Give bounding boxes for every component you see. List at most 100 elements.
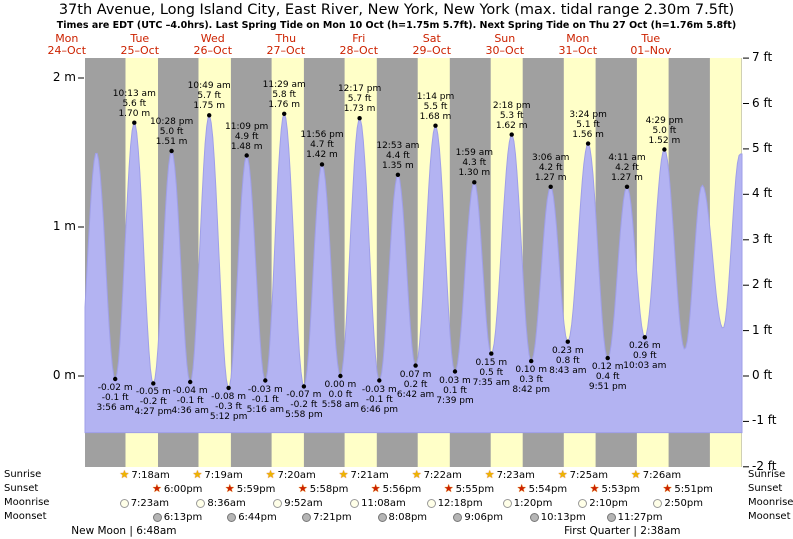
tide-extreme-dot xyxy=(338,373,343,379)
tide-extreme-dot xyxy=(624,184,630,189)
sunrise-star-icon: ★ xyxy=(411,468,422,481)
tide-extreme-dot xyxy=(605,355,610,361)
tide-extreme-dot xyxy=(244,153,249,158)
sunrise-entry: ★ 7:25am xyxy=(558,468,608,482)
moonrise-circle-icon xyxy=(426,498,436,508)
moonrise-entry: 1:20pm xyxy=(502,496,553,510)
feet-axis-label: -2 ft xyxy=(752,458,777,473)
moonset-entry: 7:21pm xyxy=(302,510,352,524)
sunrise-time: 7:23am xyxy=(496,469,535,481)
moonrise-time: 7:23am xyxy=(130,497,170,509)
moonrise-time: 1:20pm xyxy=(513,497,553,509)
sunrise-star-icon: ★ xyxy=(265,468,276,481)
feet-axis-label: 5 ft xyxy=(752,140,773,155)
moonset-entry: 6:44pm xyxy=(227,510,277,524)
tide-extreme-dot xyxy=(413,363,418,368)
row-label-sunset-right: Sunset xyxy=(748,483,783,494)
day-label-date: 29–Oct xyxy=(412,43,452,57)
moonrise-circle-icon xyxy=(502,498,512,508)
sunset-star-icon: ★ xyxy=(297,482,308,495)
tide-extreme-dot xyxy=(151,381,156,386)
sunset-time: 5:53pm xyxy=(601,483,641,495)
feet-axis-label: 2 ft xyxy=(752,277,773,292)
day-label-name: Sun xyxy=(494,32,516,45)
tide-extreme-dot xyxy=(548,184,553,189)
moon-phase-note: New Moon | 6:48am xyxy=(71,525,177,537)
sunset-star-icon: ★ xyxy=(662,482,673,495)
day-label-date: 28–Oct xyxy=(339,43,379,57)
tide-extreme-dot xyxy=(529,358,534,364)
tide-extreme-dot xyxy=(472,180,477,185)
row-label-moonrise-left: Moonrise xyxy=(4,497,50,508)
moonset-circle-icon xyxy=(302,512,312,522)
tide-extreme-dot xyxy=(662,147,667,152)
tide-extreme-dot xyxy=(113,376,118,382)
sunset-entry: ★ 5:56pm xyxy=(371,482,421,496)
sunrise-star-icon: ★ xyxy=(338,468,349,481)
moonrise-circle-icon xyxy=(578,498,588,508)
moonset-time: 6:44pm xyxy=(238,511,277,523)
sunrise-entry: ★ 7:23am xyxy=(485,468,535,482)
row-label-sunrise-left: Sunrise xyxy=(4,469,42,480)
day-label: Mon 31–Oct xyxy=(542,33,614,56)
sunset-entry: ★ 5:54pm xyxy=(517,482,567,496)
sunset-star-icon: ★ xyxy=(589,482,600,495)
row-label-sunset-left: Sunset xyxy=(4,483,39,494)
day-label: Sun 30–Oct xyxy=(469,33,541,56)
sunset-entry: ★ 5:59pm xyxy=(225,482,275,496)
tide-extreme-dot xyxy=(377,378,382,383)
moonset-circle-icon xyxy=(152,512,162,522)
tide-extreme-dot xyxy=(319,162,325,167)
moonrise-time: 11:08am xyxy=(361,497,406,509)
sunset-star-icon: ★ xyxy=(516,482,527,495)
moonrise-circle-icon xyxy=(273,498,283,508)
moonrise-time: 12:18pm xyxy=(437,497,483,509)
moonrise-entry: 12:18pm xyxy=(426,496,483,510)
moonrise-entry: 9:52am xyxy=(273,496,323,510)
tide-extreme-dot xyxy=(169,148,174,154)
tide-extreme-dot xyxy=(263,378,268,383)
day-label: Wed 26–Oct xyxy=(177,33,249,56)
tide-extreme-dot xyxy=(585,141,591,146)
sunset-time: 5:59pm xyxy=(236,483,276,495)
tide-extreme-dot xyxy=(509,132,514,137)
tide-extreme-dot xyxy=(301,384,307,389)
tide-extreme-dot xyxy=(433,123,438,128)
sunset-time: 5:56pm xyxy=(382,483,422,495)
feet-axis-label: 7 ft xyxy=(752,50,773,65)
day-label: Tue 25–Oct xyxy=(104,33,176,56)
day-label-name: Tue xyxy=(641,32,661,45)
feet-axis-label: -1 ft xyxy=(752,413,777,428)
feet-axis-label: 3 ft xyxy=(752,231,773,246)
sunrise-star-icon: ★ xyxy=(119,468,130,481)
moonrise-circle-icon xyxy=(119,498,129,508)
moon-phase-note: First Quarter | 2:38am xyxy=(564,525,681,537)
moonrise-entry: 8:36am xyxy=(196,496,246,510)
sunrise-time: 7:19am xyxy=(204,469,243,481)
tide-extreme-dot xyxy=(207,113,212,118)
sunrise-entry: ★ 7:26am xyxy=(631,468,681,482)
tide-extreme-dot xyxy=(565,339,570,344)
day-label-date: 01–Nov xyxy=(630,43,672,57)
moonset-entry: 11:27pm xyxy=(606,510,663,524)
feet-axis-label: 4 ft xyxy=(752,186,773,201)
day-label: Sat 29–Oct xyxy=(396,33,468,56)
row-label-moonset-left: Moonset xyxy=(4,511,47,522)
moonset-time: 11:27pm xyxy=(617,511,663,523)
moonset-time: 9:06pm xyxy=(464,511,503,523)
day-label-name: Fri xyxy=(352,32,366,45)
moonrise-time: 8:36am xyxy=(207,497,246,509)
tide-extreme-dot xyxy=(226,385,231,391)
moonset-time: 6:13pm xyxy=(163,511,203,523)
moonrise-circle-icon xyxy=(196,498,206,508)
meter-axis-label: 1 m xyxy=(52,219,76,233)
sunrise-time: 7:18am xyxy=(131,469,170,481)
moonset-circle-icon xyxy=(377,512,387,522)
moonset-circle-icon xyxy=(453,512,463,522)
day-label-name: Wed xyxy=(200,32,225,45)
moonset-entry: 10:13pm xyxy=(529,510,586,524)
moonrise-circle-icon xyxy=(653,498,663,508)
moonset-time: 8:08pm xyxy=(388,511,428,523)
sunset-star-icon: ★ xyxy=(370,482,381,495)
tide-extreme-dot xyxy=(132,120,137,125)
